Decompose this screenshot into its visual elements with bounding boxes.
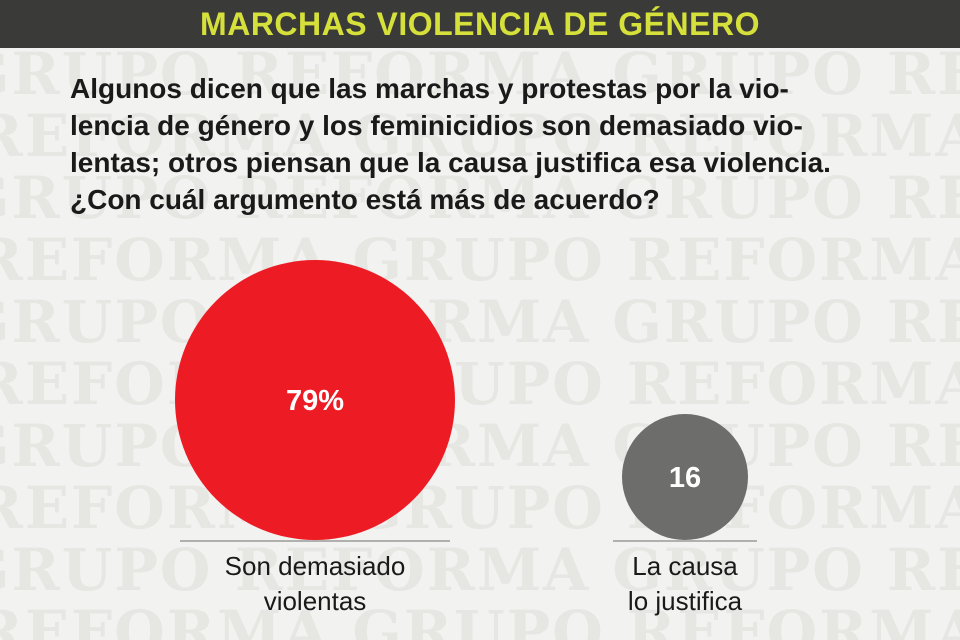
title-bar: MARCHAS VIOLENCIA DE GÉNERO <box>0 0 960 48</box>
bubble-1 <box>175 260 455 540</box>
page-title: MARCHAS VIOLENCIA DE GÉNERO <box>200 6 760 42</box>
category-label: Son demasiado <box>225 551 406 581</box>
bubble-value-label: 79% <box>286 385 344 417</box>
question-line-3: lentas; otros piensan que la causa justi… <box>70 147 831 178</box>
bubble-value-label: 16 <box>669 462 701 494</box>
question-line-4: ¿Con cuál argumento está más de acuerdo? <box>70 184 660 215</box>
question-line-2: lencia de género y los feminicidios son … <box>70 110 803 141</box>
category-label: lo justifica <box>628 586 743 616</box>
category-label: violentas <box>264 586 367 616</box>
survey-question: Algunos dicen que las marchas y protesta… <box>70 70 900 218</box>
question-line-1: Algunos dicen que las marchas y protesta… <box>70 73 789 104</box>
bubble-2 <box>621 413 749 540</box>
category-label: La causa <box>632 551 738 581</box>
